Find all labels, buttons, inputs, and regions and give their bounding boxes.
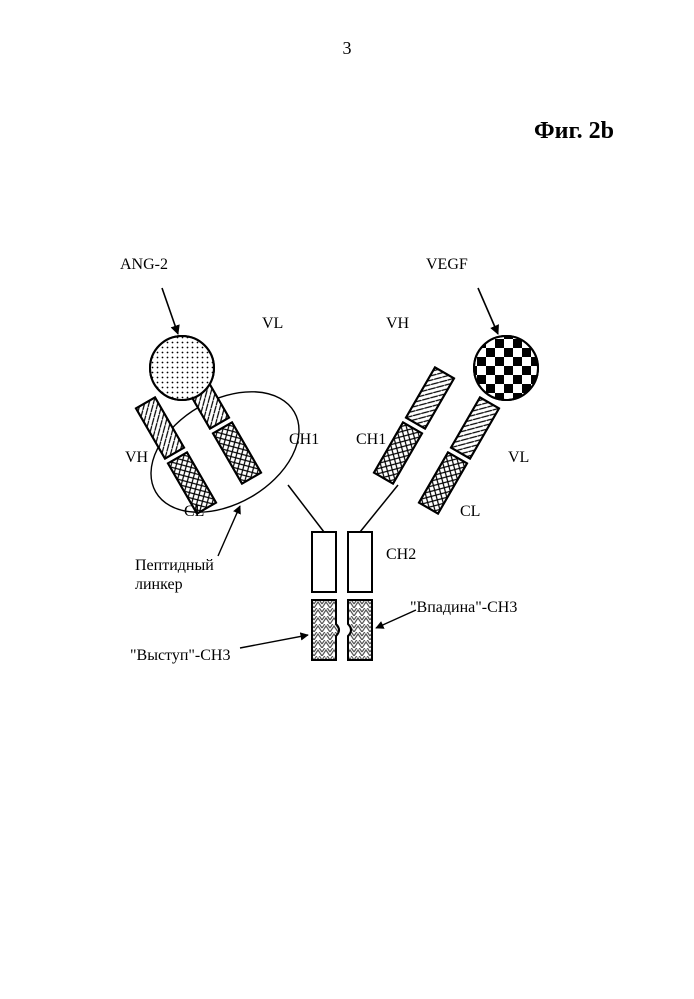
- label-right-vh: VH: [386, 314, 409, 333]
- antibody-diagram: ANG-2 VEGF VL CH1 VH CL VH CH1 VL CL CH2…: [90, 240, 610, 760]
- label-linker-line2: линкер: [135, 576, 183, 593]
- label-left-cl: CL: [184, 502, 204, 521]
- label-right-ch1: CH1: [356, 430, 386, 449]
- label-linker-line1: Пептидный: [135, 557, 214, 574]
- label-left-vh: VH: [125, 448, 148, 467]
- label-ch2: CH2: [386, 545, 416, 564]
- label-left-vl: VL: [262, 314, 283, 333]
- label-vegf: VEGF: [426, 255, 468, 274]
- label-left-ch1: CH1: [289, 430, 319, 449]
- label-right-cl: CL: [460, 502, 480, 521]
- label-right-vl: VL: [508, 448, 529, 467]
- figure-title: Фиг. 2b: [534, 118, 614, 145]
- page-number: 3: [0, 38, 694, 59]
- diagram-svg: [90, 240, 610, 760]
- label-knob-ch3: "Выступ"-CH3: [130, 646, 230, 665]
- label-hole-ch3: "Впадина"-CH3: [410, 598, 517, 617]
- label-ang2: ANG-2: [120, 255, 168, 274]
- label-linker: Пептидный линкер: [135, 556, 214, 594]
